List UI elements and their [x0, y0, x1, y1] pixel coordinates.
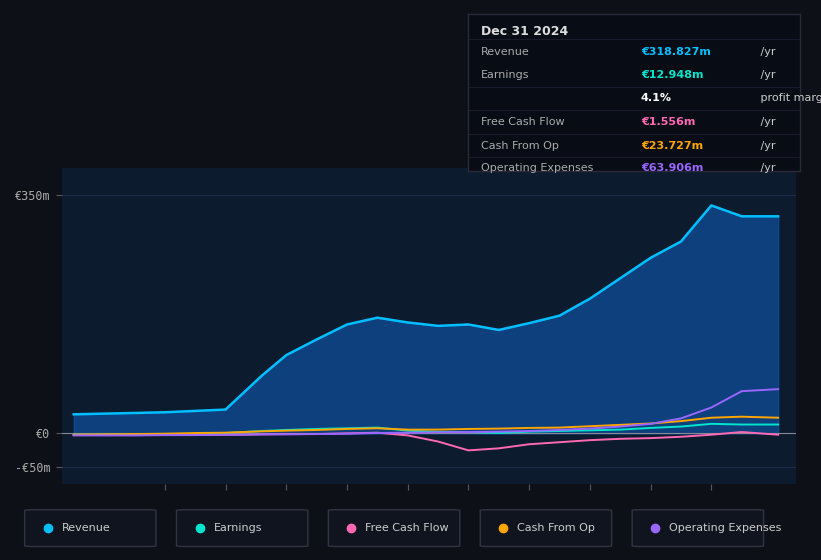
Text: Free Cash Flow: Free Cash Flow: [365, 523, 449, 533]
FancyBboxPatch shape: [25, 510, 156, 547]
FancyBboxPatch shape: [177, 510, 308, 547]
Text: Operating Expenses: Operating Expenses: [669, 523, 782, 533]
Text: Cash From Op: Cash From Op: [481, 141, 559, 151]
Text: /yr: /yr: [757, 164, 776, 174]
Text: /yr: /yr: [757, 141, 776, 151]
Text: 4.1%: 4.1%: [641, 93, 672, 103]
Text: €318.827m: €318.827m: [641, 46, 711, 57]
Text: €12.948m: €12.948m: [641, 70, 704, 80]
Text: Revenue: Revenue: [481, 46, 530, 57]
Text: €23.727m: €23.727m: [641, 141, 703, 151]
Text: Earnings: Earnings: [213, 523, 262, 533]
Text: /yr: /yr: [757, 117, 776, 127]
Text: Earnings: Earnings: [481, 70, 530, 80]
FancyBboxPatch shape: [328, 510, 460, 547]
Text: /yr: /yr: [757, 70, 776, 80]
Text: Operating Expenses: Operating Expenses: [481, 164, 594, 174]
Text: Free Cash Flow: Free Cash Flow: [481, 117, 565, 127]
Text: €1.556m: €1.556m: [641, 117, 695, 127]
Text: profit margin: profit margin: [757, 93, 821, 103]
Text: Dec 31 2024: Dec 31 2024: [481, 25, 568, 38]
Text: €63.906m: €63.906m: [641, 164, 704, 174]
Text: Cash From Op: Cash From Op: [517, 523, 595, 533]
FancyBboxPatch shape: [480, 510, 612, 547]
Text: /yr: /yr: [757, 46, 776, 57]
Text: Revenue: Revenue: [62, 523, 110, 533]
FancyBboxPatch shape: [632, 510, 764, 547]
